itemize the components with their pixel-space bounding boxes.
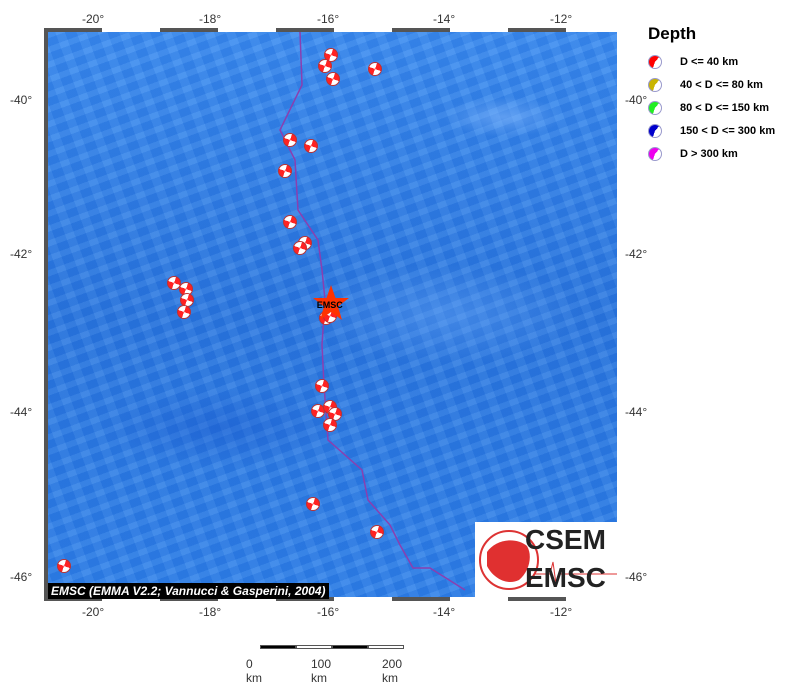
scale-label: 200 km bbox=[382, 657, 403, 685]
earthquake-beachball[interactable] bbox=[282, 133, 297, 148]
lat-tick-label: -42° bbox=[625, 247, 648, 261]
lat-tick-label: -46° bbox=[10, 570, 33, 584]
earthquake-beachball[interactable] bbox=[367, 61, 382, 76]
lon-tick-label: -20° bbox=[82, 605, 105, 619]
epicenter-label: EMSC bbox=[316, 300, 343, 311]
legend-item: 80 < D <= 150 km bbox=[648, 96, 775, 119]
credit-text: EMSC (EMMA V2.2; Vannucci & Gasperini, 2… bbox=[48, 583, 329, 599]
lon-tick-label: -12° bbox=[550, 605, 573, 619]
legend-item: D > 300 km bbox=[648, 142, 775, 165]
lon-tick-label: -16° bbox=[317, 12, 340, 26]
globe-logo-icon bbox=[479, 530, 617, 590]
legend-label: 80 < D <= 150 km bbox=[680, 101, 769, 114]
scale-label: 100 km bbox=[311, 657, 332, 685]
beachball-icon bbox=[648, 146, 662, 161]
lon-tick-label: -16° bbox=[317, 605, 340, 619]
csem-emsc-logo[interactable]: CSEM EMSC bbox=[475, 522, 617, 597]
earthquake-beachball[interactable] bbox=[314, 379, 329, 394]
lon-tick-label: -18° bbox=[199, 605, 222, 619]
lat-tick-label: -44° bbox=[625, 405, 648, 419]
legend: Depth D <= 40 km 40 < D <= 80 km 80 < D <=… bbox=[648, 24, 775, 165]
earthquake-beachball[interactable] bbox=[303, 138, 318, 153]
lon-tick-label: -14° bbox=[433, 12, 456, 26]
lat-tick-label: -46° bbox=[625, 570, 648, 584]
earthquake-beachball[interactable] bbox=[326, 71, 341, 86]
scale-label: 0 km bbox=[246, 657, 262, 685]
lon-tick-label: -14° bbox=[433, 605, 456, 619]
beachball-icon bbox=[648, 54, 662, 69]
beachball-icon bbox=[648, 77, 662, 92]
lat-tick-label: -40° bbox=[625, 93, 648, 107]
earthquake-beachball[interactable] bbox=[56, 558, 71, 573]
earthquake-beachball[interactable] bbox=[278, 164, 292, 179]
legend-item: 150 < D <= 300 km bbox=[648, 119, 775, 142]
legend-label: D <= 40 km bbox=[680, 55, 739, 68]
legend-item: D <= 40 km bbox=[648, 50, 775, 73]
lon-tick-label: -12° bbox=[550, 12, 573, 26]
beachball-icon bbox=[648, 100, 662, 115]
map[interactable]: EMSC bbox=[48, 32, 617, 597]
legend-label: D > 300 km bbox=[680, 147, 738, 160]
beachball-icon bbox=[648, 123, 662, 138]
legend-label: 150 < D <= 300 km bbox=[680, 124, 776, 137]
lon-tick-label: -18° bbox=[199, 12, 222, 26]
earthquake-beachball[interactable] bbox=[282, 214, 297, 229]
earthquake-beachball[interactable] bbox=[306, 496, 321, 511]
lat-tick-label: -42° bbox=[10, 247, 33, 261]
lat-tick-label: -40° bbox=[10, 93, 33, 107]
lat-tick-label: -44° bbox=[10, 405, 33, 419]
lon-tick-label: -20° bbox=[82, 12, 105, 26]
legend-title: Depth bbox=[648, 24, 697, 43]
earthquake-beachball[interactable] bbox=[370, 524, 385, 539]
legend-item: 40 < D <= 80 km bbox=[648, 73, 775, 96]
logo-emsc: EMSC bbox=[525, 562, 606, 593]
earthquake-beachball[interactable] bbox=[177, 304, 192, 319]
logo-csem: CSEM bbox=[525, 524, 606, 555]
legend-label: 40 < D <= 80 km bbox=[680, 78, 763, 91]
